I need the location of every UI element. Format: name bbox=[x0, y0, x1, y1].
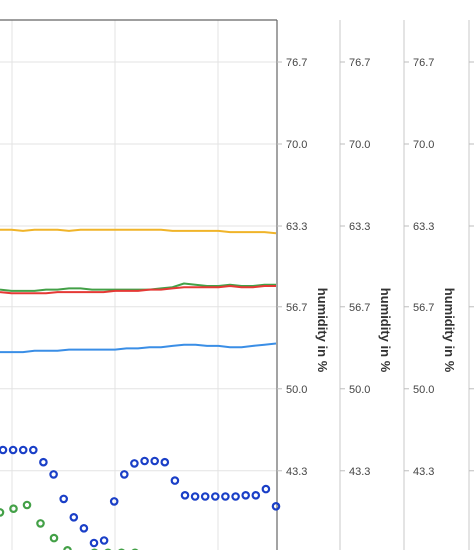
axis-2-tick-label: 43.3 bbox=[413, 466, 434, 478]
series-4-marker bbox=[39, 457, 48, 467]
series-4-marker bbox=[0, 445, 8, 455]
series-4-marker bbox=[120, 470, 129, 479]
series-4-marker bbox=[251, 490, 261, 500]
axis-1-title: humidity in % bbox=[378, 288, 393, 373]
series-4-marker bbox=[49, 470, 58, 479]
axis-1-tick-label: 50.0 bbox=[349, 384, 370, 396]
series-5-marker bbox=[0, 508, 5, 517]
series-4-marker bbox=[211, 492, 220, 501]
series-5-marker bbox=[63, 546, 72, 550]
series-4-marker bbox=[59, 494, 69, 504]
series-4-marker bbox=[180, 490, 190, 500]
axis-1-tick-label: 70.0 bbox=[349, 139, 370, 151]
series-4-marker bbox=[160, 457, 170, 467]
series-5-marker bbox=[22, 500, 32, 510]
series-4-marker bbox=[18, 445, 28, 455]
series-line-0 bbox=[0, 228, 277, 235]
series-4-marker bbox=[89, 538, 99, 548]
series-line-1 bbox=[0, 282, 276, 292]
axis-1-tick-label: 56.7 bbox=[349, 302, 370, 314]
series-line-2 bbox=[0, 285, 276, 295]
series-line-3 bbox=[0, 342, 277, 354]
series-4-marker bbox=[109, 497, 119, 506]
series-4-marker bbox=[261, 484, 271, 494]
axis-1-tick-label: 63.3 bbox=[349, 221, 370, 233]
axis-2-tick-label: 56.7 bbox=[413, 302, 434, 314]
axis-0-tick-label: 50.0 bbox=[286, 384, 307, 396]
series-4-marker bbox=[28, 445, 38, 455]
axis-0-tick-label: 70.0 bbox=[286, 139, 307, 151]
series-4-marker bbox=[190, 492, 200, 501]
series-4-marker bbox=[241, 490, 251, 500]
series-4-marker bbox=[200, 492, 210, 501]
series-5-marker bbox=[9, 504, 18, 514]
axis-2-tick-label: 70.0 bbox=[413, 139, 434, 151]
axis-0-tick-label: 63.3 bbox=[286, 221, 307, 233]
axis-2-title: humidity in % bbox=[442, 288, 457, 373]
series-4-marker bbox=[130, 459, 139, 468]
axis-0-tick-label: 76.7 bbox=[286, 57, 307, 69]
series-5-marker bbox=[49, 533, 59, 543]
series-4-marker bbox=[170, 476, 180, 485]
series-4-marker bbox=[99, 536, 109, 545]
axis-1-tick-label: 76.7 bbox=[349, 57, 370, 69]
series-4-marker bbox=[221, 492, 230, 501]
series-4-marker bbox=[69, 512, 79, 522]
axis-2-tick-label: 76.7 bbox=[413, 57, 434, 69]
series-4-marker bbox=[140, 456, 149, 466]
axis-2-tick-label: 50.0 bbox=[413, 384, 434, 396]
axis-0-tick-label: 56.7 bbox=[286, 302, 307, 314]
series-4-marker bbox=[150, 456, 160, 466]
axis-0-title: humidity in % bbox=[315, 288, 330, 373]
axis-1-tick-label: 43.3 bbox=[349, 466, 370, 478]
axis-2-tick-label: 63.3 bbox=[413, 221, 434, 233]
series-4-marker bbox=[8, 445, 18, 455]
series-4-marker bbox=[231, 492, 240, 501]
series-4-marker bbox=[79, 523, 89, 533]
series-4-marker bbox=[271, 501, 281, 511]
series-5-marker bbox=[36, 519, 45, 528]
axis-0-tick-label: 43.3 bbox=[286, 466, 307, 478]
